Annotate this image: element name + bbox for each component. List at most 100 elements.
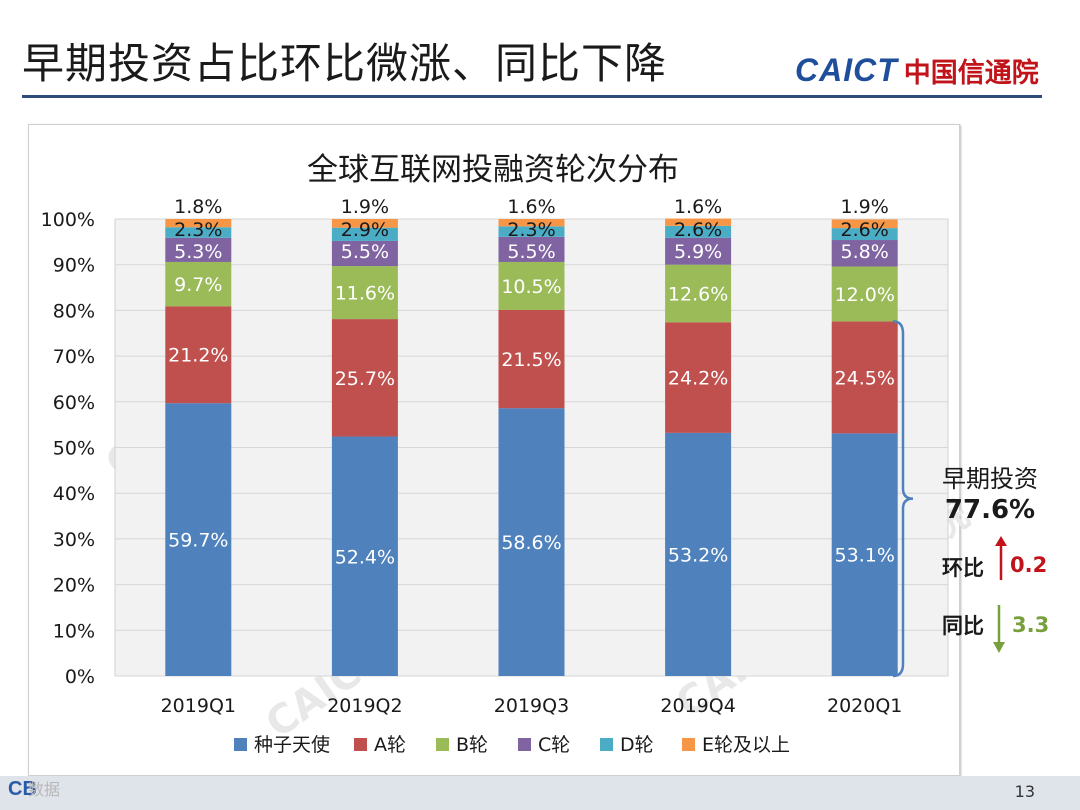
legend-swatch [518,738,531,751]
bar-segment [165,219,232,228]
y-tick-label: 90% [53,255,95,277]
legend-label: B轮 [456,734,488,756]
yoy-arrow-icon [993,642,1005,653]
bar-segment [831,321,898,434]
data-label: 1.9% [841,196,889,218]
bar-segment [331,240,398,267]
logo-cn: 中国信通院 [903,57,1039,89]
legend-swatch [600,738,613,751]
y-tick-label: 20% [53,575,95,597]
bar-segment [165,306,232,404]
y-tick-label: 100% [41,209,95,231]
data-label: 24.5% [835,367,895,389]
bar-segment [665,322,732,433]
bar-segment [331,436,398,676]
bar-segment [831,433,898,676]
data-label: 21.5% [501,349,561,371]
data-label: 53.1% [835,545,895,567]
data-label: 9.7% [174,274,222,296]
data-label: 2.6% [841,219,889,241]
bar-segment [165,227,232,238]
bar-segment [498,309,565,409]
legend-label: 种子天使 [254,734,330,756]
bar-segment [331,227,398,241]
bar-segment [331,266,398,320]
qoq-label: 环比 [942,556,984,580]
x-tick-label: 2019Q1 [161,695,236,717]
annotation-value: 77.6% [945,495,1035,525]
y-tick-label: 80% [53,300,95,322]
title-divider [22,95,1042,98]
bar-segment [165,261,232,307]
data-label: 52.4% [335,546,395,568]
data-label: 1.6% [507,196,555,218]
page-number: 13 [1014,782,1035,801]
chart-title: 全球互联网投融资轮次分布 [307,152,679,188]
y-tick-label: 60% [53,392,95,414]
bar-segment [331,219,398,228]
y-tick-label: 0% [65,666,95,688]
y-tick-label: 40% [53,483,95,505]
slide-title: 早期投资占比环比微涨、同比下降 [22,39,668,88]
data-label: 5.9% [674,241,722,263]
data-label: 1.9% [341,196,389,218]
data-label: 2.6% [674,219,722,241]
data-label: 1.6% [674,196,722,218]
data-label: 11.6% [335,283,395,305]
bar-segment [498,408,565,676]
x-tick-label: 2019Q4 [660,695,735,717]
data-label: 59.7% [168,530,228,552]
data-label: 10.5% [501,276,561,298]
legend-swatch [354,738,367,751]
bar-segment [665,237,732,265]
bar-segment [331,319,398,437]
bar-segment [498,226,565,237]
data-label: 12.6% [668,283,728,305]
bar-segment [831,240,898,267]
data-label: 2.3% [174,219,222,241]
y-tick-label: 50% [53,438,95,460]
data-label: 21.2% [168,345,228,367]
bar-segment [165,237,232,262]
data-label: 24.2% [668,368,728,390]
bar-segment [831,266,898,322]
y-tick-label: 30% [53,529,95,551]
bar-segment [831,219,898,229]
data-label: 2.3% [507,219,555,241]
legend-label: D轮 [620,734,654,756]
bar-segment [498,261,565,310]
qoq-value: 0.2 [1010,553,1047,577]
data-label: 5.8% [841,241,889,263]
footer-watermark: 数据 [28,780,61,799]
bar-segment [498,236,565,262]
y-tick-label: 10% [53,620,95,642]
data-label: 5.5% [507,241,555,263]
yoy-value: 3.3 [1012,613,1049,637]
x-tick-label: 2019Q2 [327,695,402,717]
legend-swatch [234,738,247,751]
caict-logo: CAICT 中国信通院 [795,50,1039,90]
x-tick-label: 2020Q1 [827,695,902,717]
footer-bar: CB 数据 13 [0,776,1080,810]
legend-label: C轮 [538,734,570,756]
logo-en: CAICT [795,51,898,88]
y-tick-label: 70% [53,346,95,368]
legend-label: E轮及以上 [702,734,790,756]
data-label: 5.3% [174,241,222,263]
data-label: 12.0% [835,284,895,306]
legend-swatch [682,738,695,751]
data-label: 1.8% [174,196,222,218]
legend-label: A轮 [374,734,406,756]
x-tick-label: 2019Q3 [494,695,569,717]
qoq-arrow-icon [995,536,1007,546]
data-label: 58.6% [501,532,561,554]
data-label: 5.5% [341,241,389,263]
bar-segment [498,219,565,227]
bar-segment [665,264,732,323]
bar-segment [165,403,232,676]
legend-swatch [436,738,449,751]
bar-segment [831,228,898,241]
data-label: 2.9% [341,219,389,241]
footer-logo: CB [8,778,37,800]
